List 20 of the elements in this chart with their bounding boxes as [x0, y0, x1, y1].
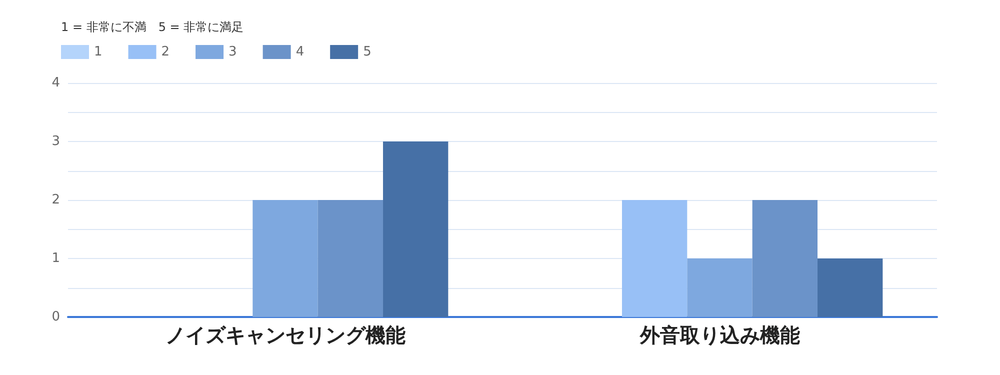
y-tick-label: 1: [52, 251, 60, 266]
bar: [383, 142, 448, 317]
legend-label: 4: [296, 44, 304, 60]
x-tick-label: 外音取り込み機能: [638, 323, 800, 347]
y-tick-label: 2: [52, 192, 60, 208]
legend-label: 2: [161, 44, 170, 60]
x-tick-label: ノイズキャンセリング機能: [165, 323, 406, 347]
bar: [818, 258, 883, 317]
legend-label: 1: [94, 44, 102, 60]
legend-title: 1 = 非常に不満 5 = 非常に満足: [61, 20, 244, 34]
bar: [752, 200, 818, 317]
legend-label: 5: [363, 44, 372, 60]
bar: [622, 200, 688, 317]
y-tick-label: 4: [52, 76, 60, 90]
legend-label: 3: [228, 44, 237, 60]
bar: [318, 200, 384, 317]
bar: [687, 258, 752, 317]
y-tick-label: 0: [52, 310, 60, 324]
bar: [252, 200, 318, 317]
y-tick-label: 3: [52, 134, 60, 149]
